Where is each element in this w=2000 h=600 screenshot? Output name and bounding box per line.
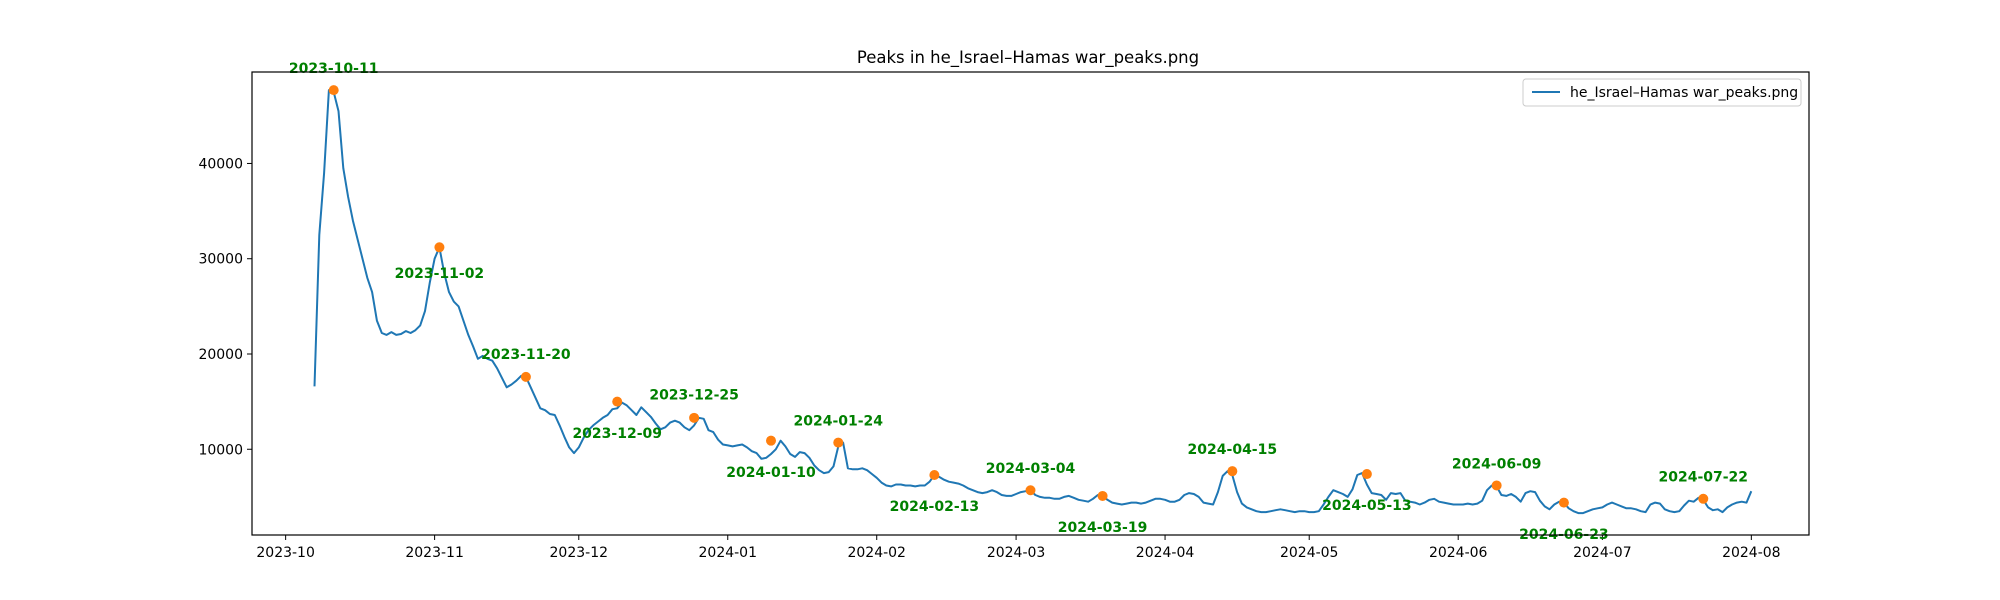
peak-label: 2024-01-10 xyxy=(726,465,816,481)
x-tick-label: 2024-04 xyxy=(1136,545,1195,561)
peak-marker xyxy=(929,469,940,480)
peak-label: 2024-02-13 xyxy=(890,499,980,515)
legend-label: he_Israel–Hamas war_peaks.png xyxy=(1570,85,1798,101)
peak-labels-layer: 2023-10-11 2023-11-02 2023-11-20 2023-12-09… xyxy=(289,61,1748,543)
peak-marker xyxy=(1025,485,1036,496)
plot-frame xyxy=(251,71,1810,536)
peak-label: 2023-10-11 xyxy=(289,61,379,77)
peak-marker xyxy=(520,371,531,382)
legend: he_Israel–Hamas war_peaks.png xyxy=(1522,78,1802,107)
peak-marker xyxy=(1698,493,1709,504)
peak-marker xyxy=(434,242,445,253)
y-tick-label: 40000 xyxy=(198,156,243,172)
legend-box xyxy=(1522,78,1802,107)
x-tick-label: 2024-08 xyxy=(1722,545,1781,561)
series-layer xyxy=(313,89,1753,515)
peak-marker xyxy=(689,412,700,423)
x-tick-label: 2024-05 xyxy=(1280,545,1339,561)
peak-label: 2023-12-25 xyxy=(649,388,739,404)
y-tick-label: 30000 xyxy=(198,252,243,268)
x-tick-label: 2024-06 xyxy=(1429,545,1488,561)
peak-label: 2024-05-13 xyxy=(1322,498,1412,514)
peak-marker xyxy=(1558,497,1569,508)
peak-label: 2024-03-19 xyxy=(1058,520,1148,536)
x-axis: 2023-10 2023-11 2023-12 2024-01 2024-02 2024-… xyxy=(256,535,1781,561)
x-tick-label: 2023-12 xyxy=(550,545,609,561)
peak-label: 2024-06-09 xyxy=(1452,456,1542,472)
x-tick-label: 2023-10 xyxy=(256,545,315,561)
peak-marker xyxy=(766,435,776,446)
peak-label: 2024-07-22 xyxy=(1658,470,1748,486)
peak-label: 2024-04-15 xyxy=(1188,442,1278,458)
peak-label: 2023-11-20 xyxy=(481,347,571,363)
peak-marker xyxy=(328,85,339,96)
peak-label: 2024-03-04 xyxy=(986,461,1076,477)
chart-title: Peaks in he_Israel–Hamas war_peaks.png xyxy=(857,48,1199,68)
x-tick-label: 2023-11 xyxy=(405,545,464,561)
x-tick-label: 2024-07 xyxy=(1573,545,1632,561)
x-tick-label: 2024-03 xyxy=(987,545,1046,561)
peak-marker xyxy=(1361,469,1372,480)
peaks-layer xyxy=(328,85,1709,508)
peak-marker xyxy=(612,396,623,407)
peak-label: 2023-12-09 xyxy=(572,426,662,442)
x-tick-label: 2024-01 xyxy=(699,545,758,561)
series-line xyxy=(313,89,1753,515)
y-axis: 10000 20000 30000 40000 xyxy=(198,156,252,458)
peak-marker xyxy=(1491,480,1502,491)
peak-label: 2024-01-24 xyxy=(793,413,883,429)
x-tick-label: 2024-02 xyxy=(847,545,906,561)
peak-marker xyxy=(1097,490,1108,501)
y-tick-label: 20000 xyxy=(198,347,243,363)
peak-label: 2023-11-02 xyxy=(395,266,485,282)
y-tick-label: 10000 xyxy=(198,442,243,458)
peak-marker xyxy=(833,437,844,448)
peak-marker xyxy=(1227,466,1238,477)
